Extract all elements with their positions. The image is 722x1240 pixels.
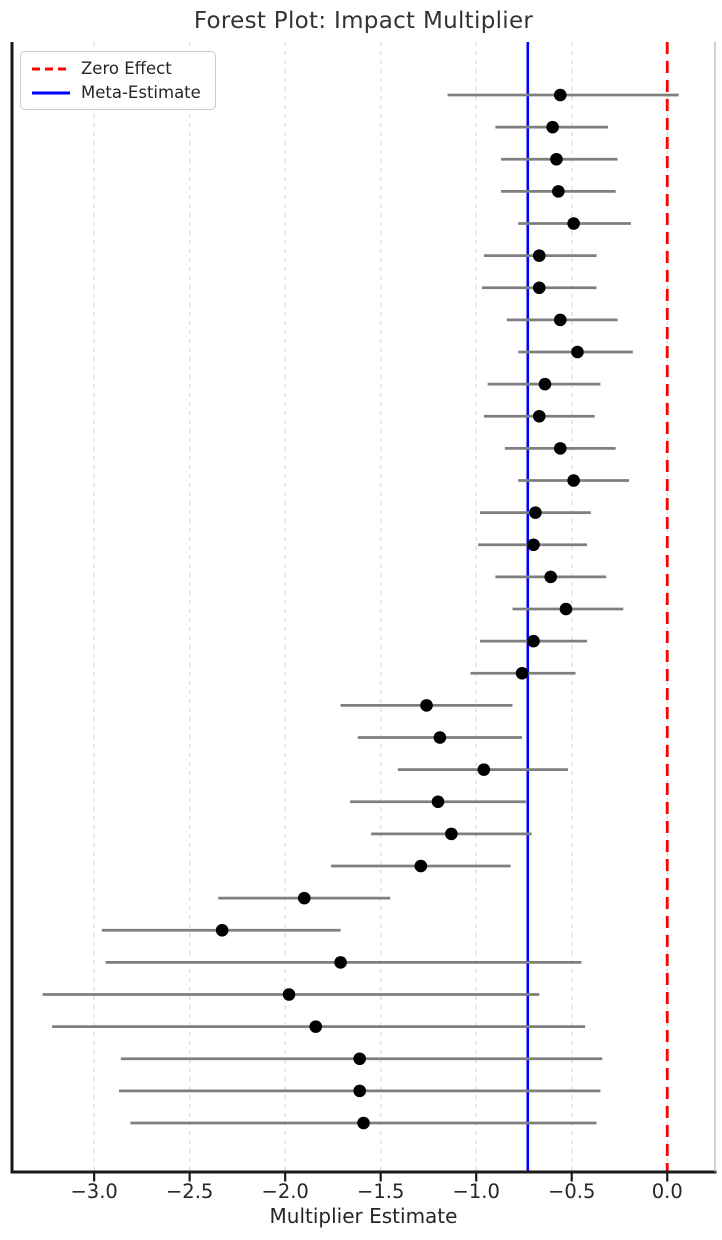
zero-effect-dashed-line-icon <box>32 67 70 70</box>
estimate-point <box>353 1084 366 1098</box>
x-tick-label: 0.0 <box>651 1180 683 1203</box>
estimate-point <box>215 923 229 937</box>
estimate-point <box>357 1116 370 1130</box>
estimate-point <box>532 249 546 262</box>
estimate-point <box>477 763 491 776</box>
legend-label-meta-estimate: Meta-Estimate <box>81 83 201 102</box>
legend-item-meta-estimate: Meta-Estimate <box>31 83 201 102</box>
estimate-point <box>297 891 311 905</box>
estimate-point <box>567 217 580 230</box>
x-axis-title: Multiplier Estimate <box>269 1204 458 1228</box>
estimate-point <box>433 731 447 744</box>
estimate-point <box>309 1020 323 1033</box>
estimate-point <box>546 120 559 134</box>
estimate-point <box>527 634 540 648</box>
estimate-point <box>334 956 347 969</box>
x-tick-label: −0.5 <box>548 1180 596 1203</box>
estimate-point <box>431 795 445 809</box>
estimate-point <box>353 1052 366 1066</box>
estimate-point <box>445 827 458 841</box>
estimate-point <box>532 409 546 423</box>
estimate-point <box>571 345 584 359</box>
estimate-point <box>544 570 558 584</box>
estimate-point <box>527 538 540 552</box>
chart-title: Forest Plot: Impact Multiplier <box>193 8 534 34</box>
x-tick-label: −3.0 <box>70 1180 118 1203</box>
estimate-point <box>550 152 563 166</box>
x-tick-label: −2.0 <box>261 1180 309 1203</box>
estimate-point <box>553 88 567 102</box>
estimate-point <box>552 185 565 198</box>
x-tick-label: −2.5 <box>165 1180 214 1203</box>
legend-label-zero-effect: Zero Effect <box>81 59 172 78</box>
legend-item-zero-effect: Zero Effect <box>31 59 201 78</box>
estimate-point <box>553 442 567 455</box>
estimate-point <box>282 988 296 1001</box>
estimate-point <box>414 859 428 873</box>
estimate-point <box>529 506 542 519</box>
estimate-point <box>538 377 552 391</box>
estimate-point <box>559 602 573 616</box>
estimate-point <box>420 699 433 712</box>
legend: Zero Effect Meta-Estimate <box>20 51 216 110</box>
x-tick-label: −1.5 <box>357 1180 405 1203</box>
estimate-point <box>515 666 529 680</box>
estimate-point <box>532 281 546 295</box>
x-tick-label: −1.0 <box>452 1180 500 1203</box>
meta-estimate-solid-line-icon <box>32 91 70 94</box>
estimate-point <box>553 313 567 327</box>
estimate-point <box>567 474 580 487</box>
